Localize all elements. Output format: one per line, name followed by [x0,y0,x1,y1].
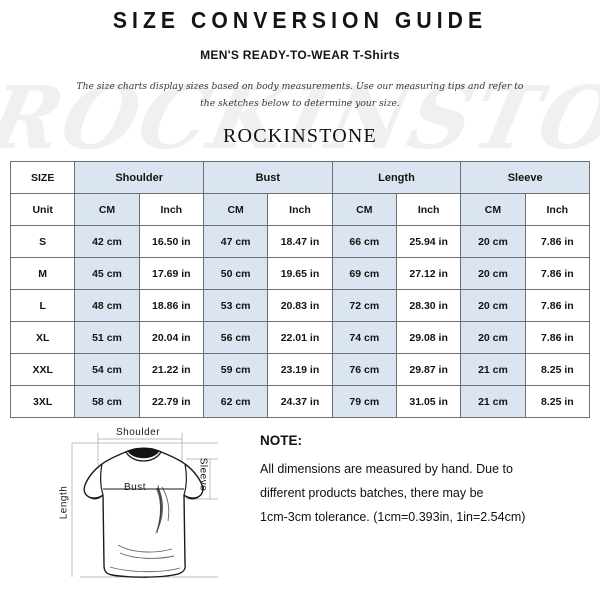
cell-shoulder-cm: 51 cm [74,321,140,354]
group-header-length: Length [331,161,462,194]
brand-name: ROCKINSTONE [223,125,377,147]
unit-header-sleeve-cm: CM [460,193,526,226]
table-body: S 42 cm 16.50 in 47 cm 18.47 in 66 cm 25… [9,225,591,418]
cell-shoulder-in: 18.86 in [138,289,204,322]
cell-length-cm: 74 cm [331,321,397,354]
cell-sleeve-cm: 20 cm [460,225,526,258]
group-header-row: SIZE Shoulder Bust Length Sleeve [9,161,590,194]
cell-bust-in: 22.01 in [267,321,333,354]
table-row: L 48 cm 18.86 in 53 cm 20.83 in 72 cm 28… [9,289,591,322]
size-table-container: SIZE Shoulder Bust Length Sleeve Unit CM… [9,161,591,418]
table-row: XXL 54 cm 21.22 in 59 cm 23.19 in 76 cm … [9,353,591,386]
cell-sleeve-in: 7.86 in [524,321,591,354]
bottom-section: Shoulder Bust Length Sleeve NOTE: All di… [0,425,600,583]
unit-header-bust-cm: CM [202,193,269,226]
page-subtitle: MEN'S READY-TO-WEAR T-Shirts [200,48,400,62]
cell-shoulder-cm: 58 cm [74,385,140,418]
group-header-bust: Bust [202,161,333,194]
cell-shoulder-cm: 42 cm [74,225,140,258]
cell-sleeve-in: 7.86 in [524,225,591,258]
cell-length-in: 29.08 in [395,321,462,354]
diagram-label-shoulder: Shoulder [116,427,161,438]
group-header-sleeve: Sleeve [460,161,590,194]
note-title: NOTE: [260,433,302,448]
cell-bust-in: 19.65 in [267,257,333,290]
cell-size: S [9,225,76,258]
note-line: All dimensions are measured by hand. Due… [260,462,513,476]
cell-bust-in: 23.19 in [267,353,333,386]
cell-shoulder-in: 17.69 in [138,257,204,290]
cell-bust-cm: 56 cm [202,321,269,354]
cell-sleeve-cm: 20 cm [460,257,526,290]
cell-bust-in: 24.37 in [267,385,333,418]
collar-shape [127,447,160,459]
cell-sleeve-in: 8.25 in [524,353,591,386]
group-header-shoulder: Shoulder [74,161,204,194]
cell-shoulder-in: 21.22 in [138,353,204,386]
cell-size: 3XL [9,385,76,418]
cell-shoulder-cm: 48 cm [74,289,140,322]
cell-length-cm: 69 cm [331,257,397,290]
unit-header-shoulder-cm: CM [74,193,140,226]
cell-bust-in: 20.83 in [267,289,333,322]
size-conversion-table: SIZE Shoulder Bust Length Sleeve Unit CM… [9,161,591,418]
cell-length-in: 25.94 in [395,225,462,258]
unit-header-shoulder-in: Inch [138,193,204,226]
note-line: 1cm-3cm tolerance. (1cm=0.393in, 1in=2.5… [260,510,526,524]
diagram-label-bust: Bust [124,482,147,493]
cell-length-cm: 66 cm [331,225,397,258]
table-row: M 45 cm 17.69 in 50 cm 19.65 in 69 cm 27… [9,257,591,290]
cell-sleeve-cm: 21 cm [460,353,526,386]
cell-shoulder-in: 20.04 in [138,321,204,354]
cell-bust-cm: 47 cm [202,225,269,258]
unit-header-row: Unit CM Inch CM Inch CM Inch CM Inch [9,193,591,226]
cell-length-in: 31.05 in [395,385,462,418]
tshirt-icon [71,433,218,578]
page-title: SIZE CONVERSION GUIDE [112,7,488,33]
cell-sleeve-cm: 20 cm [460,289,526,322]
cell-length-cm: 76 cm [331,353,397,386]
cell-sleeve-cm: 20 cm [460,321,526,354]
cell-length-in: 28.30 in [395,289,462,322]
cell-bust-in: 18.47 in [267,225,333,258]
cell-length-cm: 79 cm [331,385,397,418]
tshirt-measurement-diagram: Shoulder Bust Length Sleeve [58,425,238,583]
note-section: NOTE: All dimensions are measured by han… [260,425,600,529]
document-header: SIZE CONVERSION GUIDE MEN'S READY-TO-WEA… [0,0,600,148]
table-row: 3XL 58 cm 22.79 in 62 cm 24.37 in 79 cm … [9,385,591,418]
table-row: XL 51 cm 20.04 in 56 cm 22.01 in 74 cm 2… [9,321,591,354]
cell-length-cm: 72 cm [331,289,397,322]
cell-size: XXL [9,353,76,386]
cell-size: XL [9,321,76,354]
unit-header-length-in: Inch [395,193,462,226]
cell-sleeve-in: 7.86 in [524,289,591,322]
unit-header-length-cm: CM [331,193,397,226]
cell-shoulder-in: 16.50 in [138,225,204,258]
unit-header-sleeve-in: Inch [524,193,591,226]
cell-sleeve-in: 8.25 in [524,385,591,418]
cell-bust-cm: 62 cm [202,385,269,418]
cell-bust-cm: 50 cm [202,257,269,290]
cell-size: L [9,289,76,322]
table-head: SIZE Shoulder Bust Length Sleeve Unit CM… [9,161,591,226]
table-row: S 42 cm 16.50 in 47 cm 18.47 in 66 cm 25… [9,225,591,258]
cell-shoulder-cm: 45 cm [74,257,140,290]
diagram-label-sleeve: Sleeve [197,457,209,492]
diagram-label-length: Length [58,485,70,520]
cell-length-in: 27.12 in [395,257,462,290]
cell-sleeve-cm: 21 cm [460,385,526,418]
cell-bust-cm: 53 cm [202,289,269,322]
cell-size: M [9,257,76,290]
unit-header-bust-in: Inch [267,193,333,226]
group-header-size: SIZE [9,161,76,194]
cell-sleeve-in: 7.86 in [524,257,591,290]
note-line: different products batches, there may be [260,486,484,500]
cell-shoulder-in: 22.79 in [138,385,204,418]
cell-shoulder-cm: 54 cm [74,353,140,386]
page-description: The size charts display sizes based on b… [76,81,524,109]
unit-header-unit: Unit [9,193,76,226]
cell-bust-cm: 59 cm [202,353,269,386]
cell-length-in: 29.87 in [395,353,462,386]
